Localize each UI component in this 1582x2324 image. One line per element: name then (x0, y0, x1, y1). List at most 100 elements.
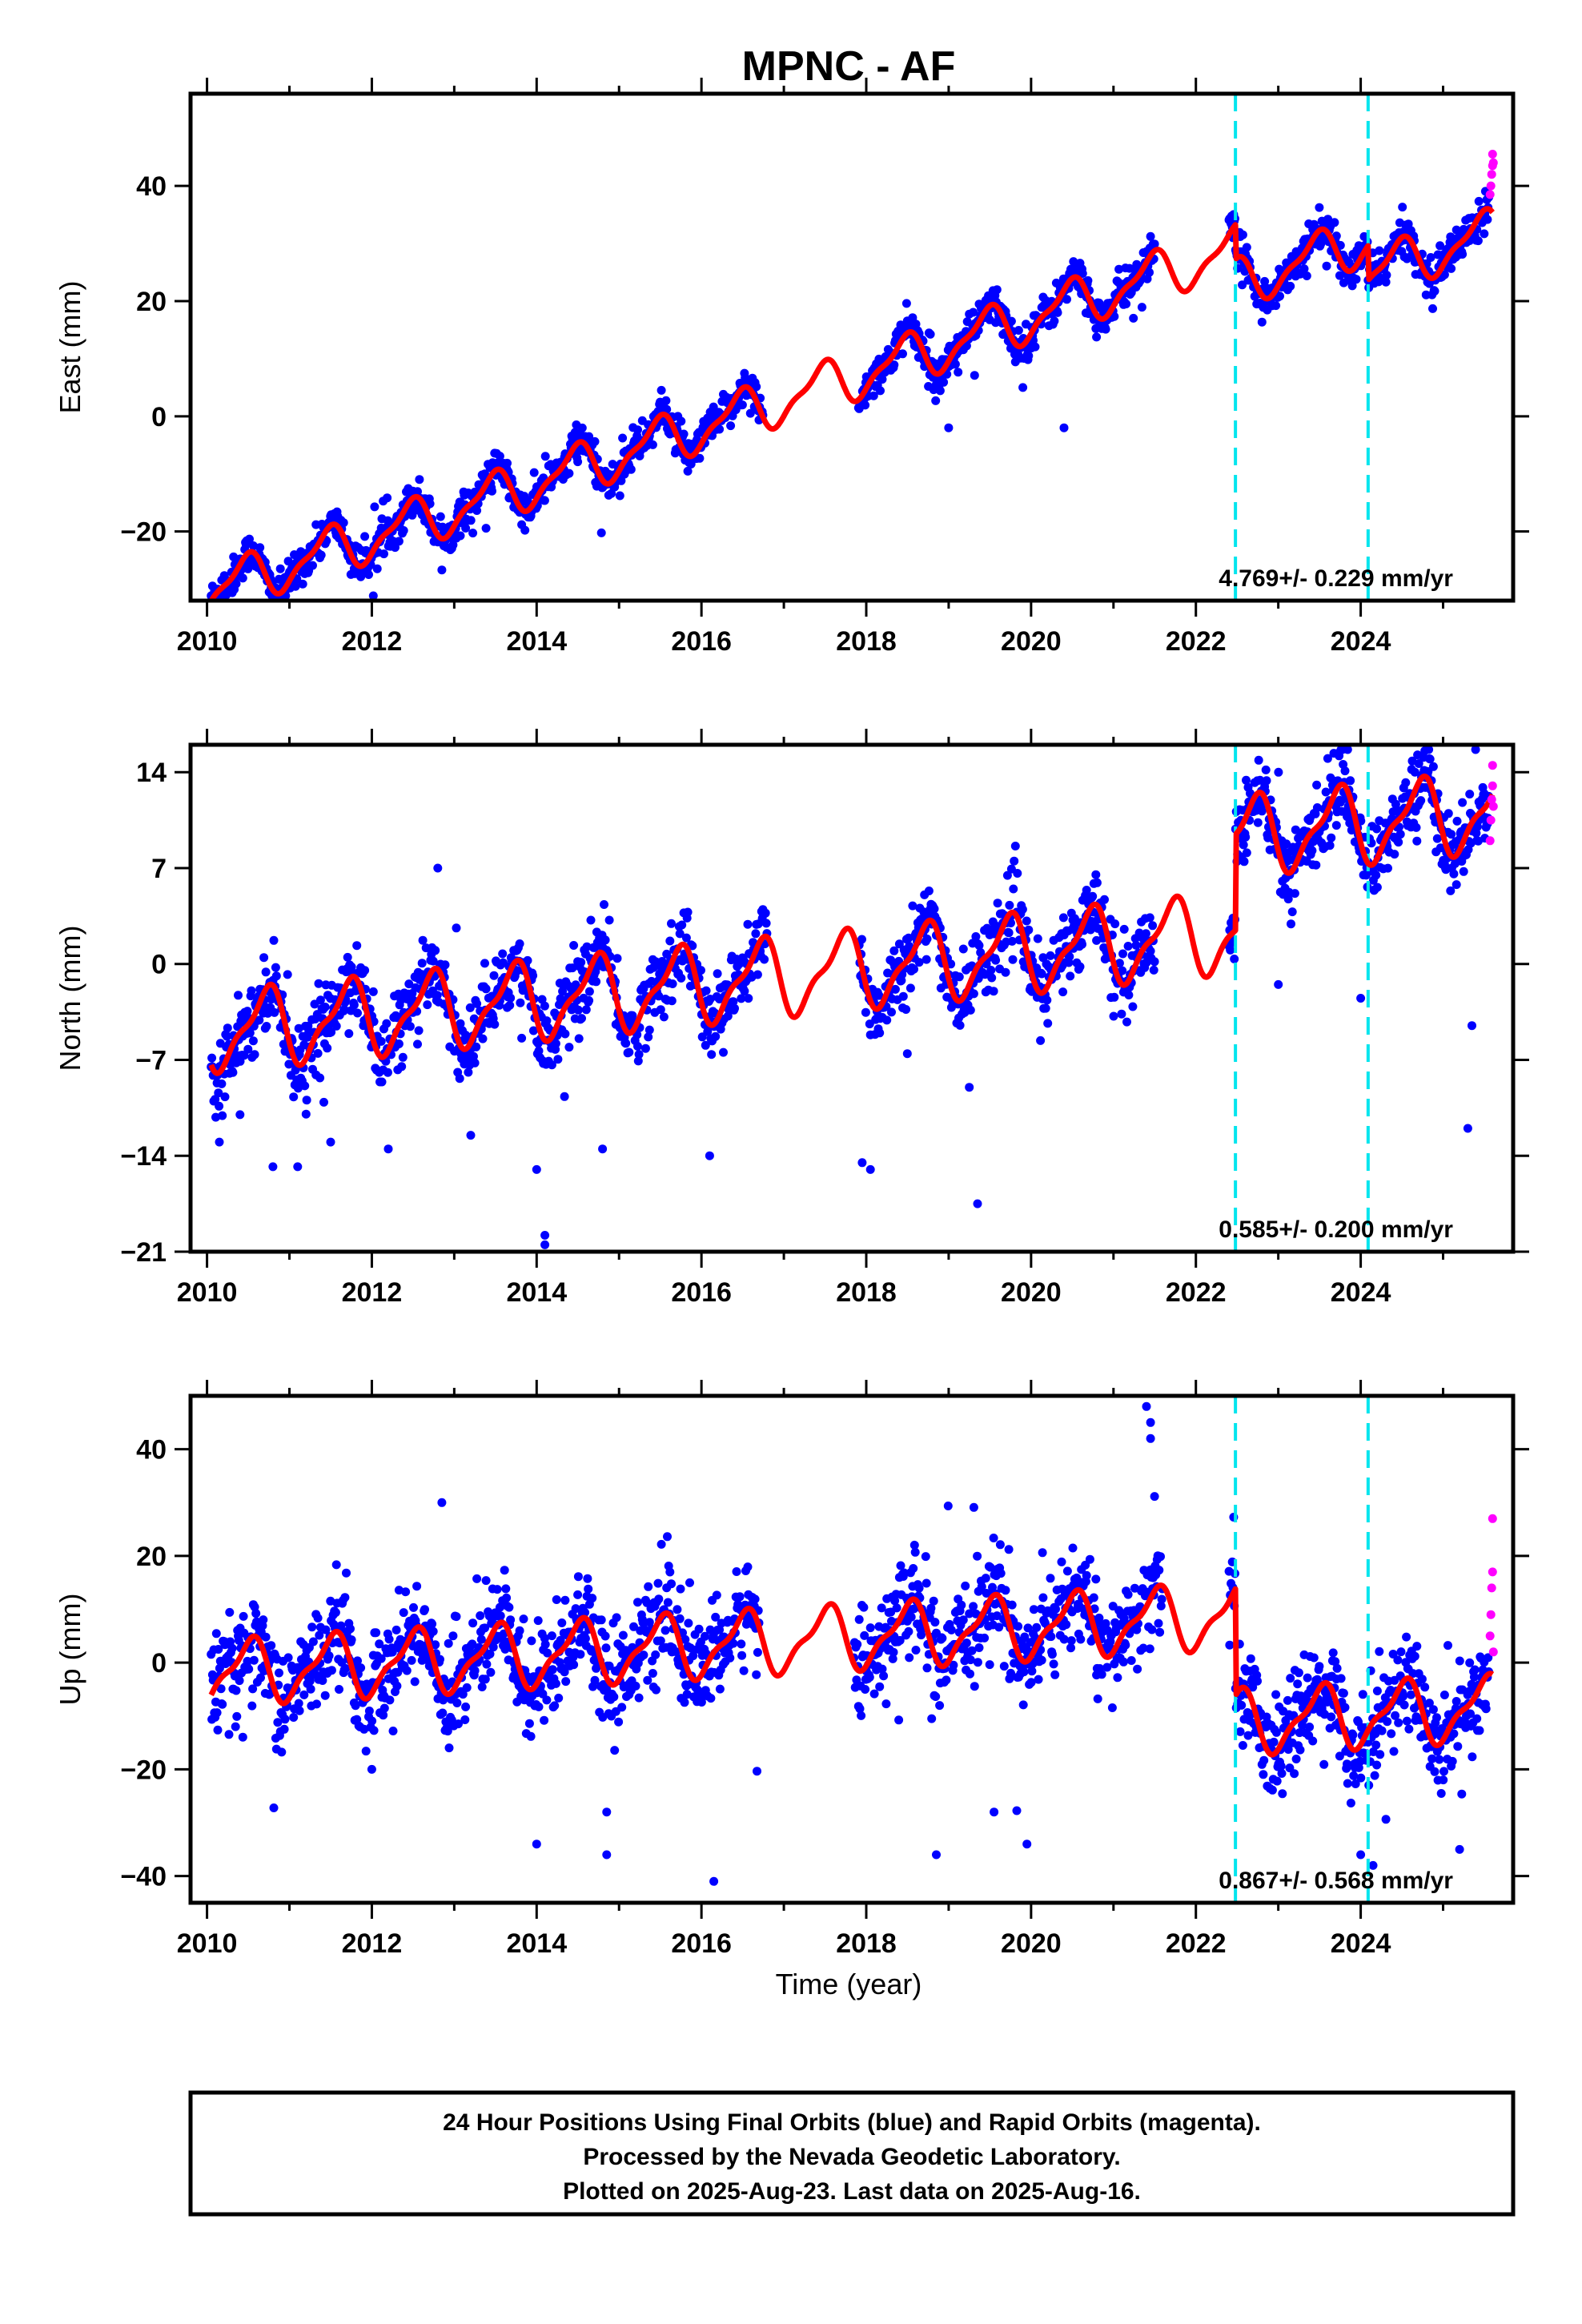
data-point (573, 1590, 583, 1599)
data-point (238, 573, 247, 583)
east-step-lines (1234, 94, 1370, 601)
data-point (405, 1022, 415, 1031)
data-point (573, 1572, 583, 1582)
data-point (676, 1584, 685, 1594)
data-point (213, 1725, 223, 1735)
data-point (360, 966, 370, 975)
data-point (353, 1008, 362, 1018)
data-point (1075, 962, 1085, 971)
data-point (1435, 241, 1445, 251)
data-point (527, 1636, 536, 1646)
data-point (340, 1593, 350, 1602)
data-point (231, 1686, 241, 1695)
data-point (383, 1068, 392, 1077)
data-point (560, 1595, 570, 1605)
data-point (1259, 1755, 1269, 1765)
data-point (707, 1050, 717, 1059)
data-point (368, 591, 378, 601)
data-point (989, 1534, 998, 1542)
data-point (1082, 1570, 1091, 1580)
data-point (665, 1567, 675, 1577)
data-point (1237, 1700, 1247, 1710)
data-point (628, 1011, 637, 1020)
data-point (677, 920, 687, 930)
data-point (876, 386, 885, 396)
data-point (1155, 1627, 1165, 1637)
data-point (542, 1016, 552, 1026)
data-point (711, 1031, 721, 1041)
data-point (656, 1005, 665, 1015)
data-point (528, 1026, 538, 1035)
data-point (1093, 1694, 1102, 1703)
data-point (1126, 1656, 1136, 1665)
data-point (1145, 267, 1154, 277)
data-point (232, 1711, 242, 1721)
data-point (1430, 287, 1439, 296)
data-point (534, 1702, 544, 1711)
data-point (1347, 281, 1357, 291)
data-point (481, 984, 491, 994)
data-point (506, 993, 516, 1003)
data-point (701, 986, 711, 995)
x-tick-label: 2020 (1001, 626, 1062, 657)
outlier-point (965, 1083, 974, 1092)
data-point (211, 1629, 221, 1638)
data-point (369, 1726, 379, 1735)
data-point (1007, 1600, 1017, 1610)
data-point (644, 1032, 653, 1042)
data-point (989, 987, 998, 996)
data-point (327, 1666, 336, 1675)
data-point (889, 360, 899, 370)
data-point (320, 1003, 330, 1011)
data-point (1038, 1548, 1047, 1558)
data-point (981, 1574, 990, 1583)
data-point (904, 933, 913, 943)
data-point (215, 1101, 224, 1111)
data-point (1050, 316, 1059, 326)
y-tick-label: −20 (120, 517, 167, 548)
data-point (1447, 263, 1456, 273)
data-point (1091, 870, 1101, 879)
x-tick-label: 2018 (836, 626, 897, 657)
data-point (413, 1039, 422, 1049)
data-point (962, 1638, 971, 1648)
data-point (1230, 955, 1239, 963)
data-point (950, 360, 960, 369)
data-point (1133, 1664, 1142, 1674)
data-point (248, 541, 258, 550)
data-point (1053, 308, 1062, 317)
data-point (859, 1602, 869, 1612)
data-point (1302, 271, 1311, 280)
outlier-point (532, 1164, 541, 1174)
data-point (248, 1036, 258, 1046)
x-tick-label: 2010 (177, 626, 238, 657)
y-tick-label: −7 (135, 1045, 167, 1076)
data-point (548, 1665, 557, 1675)
data-point (737, 400, 747, 410)
data-point (428, 1619, 437, 1629)
outlier-point (1356, 994, 1366, 1003)
data-point (331, 1021, 341, 1031)
data-point (1294, 1668, 1303, 1678)
data-point (663, 1532, 672, 1542)
data-point (370, 502, 379, 512)
y-tick-label: 7 (151, 854, 167, 884)
rapid-point (1488, 802, 1498, 811)
data-point (223, 1031, 231, 1041)
outlier-point (383, 1144, 393, 1154)
data-point (320, 1691, 330, 1700)
data-point (420, 1605, 429, 1614)
data-point (244, 1664, 254, 1674)
data-point (217, 1079, 227, 1088)
data-point (644, 1582, 653, 1591)
data-point (506, 1615, 516, 1625)
data-point (679, 429, 689, 439)
data-point (1238, 280, 1247, 290)
data-point (368, 987, 378, 996)
data-point (634, 1693, 644, 1703)
x-tick-label: 2020 (1001, 1277, 1062, 1308)
data-point (372, 564, 382, 573)
data-point (553, 1055, 563, 1064)
data-point (1088, 891, 1098, 901)
data-point (1032, 1622, 1042, 1632)
